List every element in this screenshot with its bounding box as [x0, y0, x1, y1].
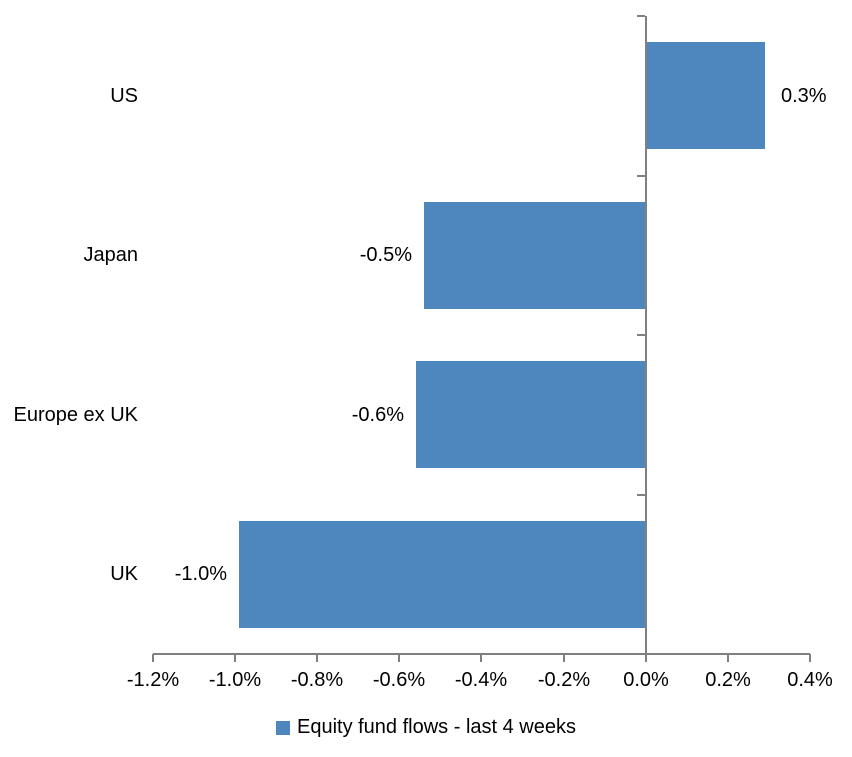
value-label-japan: -0.5%	[359, 244, 412, 266]
x-tick-label: 0.2%	[705, 669, 751, 691]
bar-us	[646, 42, 765, 149]
x-tick-label: -0.8%	[290, 669, 344, 691]
x-tick	[563, 654, 565, 662]
x-tick-label: -0.2%	[537, 669, 591, 691]
bar-europe-ex-uk	[416, 361, 646, 468]
bar-uk	[239, 521, 646, 628]
category-label-uk: UK	[110, 563, 138, 585]
x-tick	[398, 654, 400, 662]
x-tick-label: -0.6%	[372, 669, 426, 691]
legend-label: Equity fund flows - last 4 weeks	[296, 716, 576, 738]
legend: Equity fund flows - last 4 weeks	[0, 716, 852, 739]
x-tick-label: -1.0%	[208, 669, 262, 691]
category-tick	[637, 15, 645, 17]
value-label-us: 0.3%	[781, 85, 827, 107]
x-tick	[316, 654, 318, 662]
x-tick-label: -1.2%	[126, 669, 180, 691]
x-tick	[727, 654, 729, 662]
bar-japan	[424, 202, 646, 309]
x-tick-label: -0.4%	[454, 669, 508, 691]
x-tick-label: 0.4%	[787, 669, 833, 691]
category-label-japan: Japan	[83, 244, 139, 266]
value-label-uk: -1.0%	[174, 563, 227, 585]
category-label-us: US	[110, 85, 138, 107]
x-tick	[809, 654, 811, 662]
x-tick	[234, 654, 236, 662]
value-label-europe-ex-uk: -0.6%	[351, 404, 404, 426]
legend-swatch-icon	[275, 720, 290, 735]
x-tick	[480, 654, 482, 662]
category-tick	[637, 494, 645, 496]
x-tick-label: 0.0%	[623, 669, 669, 691]
category-label-europe-ex-uk: Europe ex UK	[13, 404, 138, 426]
category-tick	[637, 175, 645, 177]
category-tick	[637, 653, 645, 655]
zero-axis-line	[645, 16, 647, 662]
category-tick	[637, 334, 645, 336]
x-tick	[152, 654, 154, 662]
